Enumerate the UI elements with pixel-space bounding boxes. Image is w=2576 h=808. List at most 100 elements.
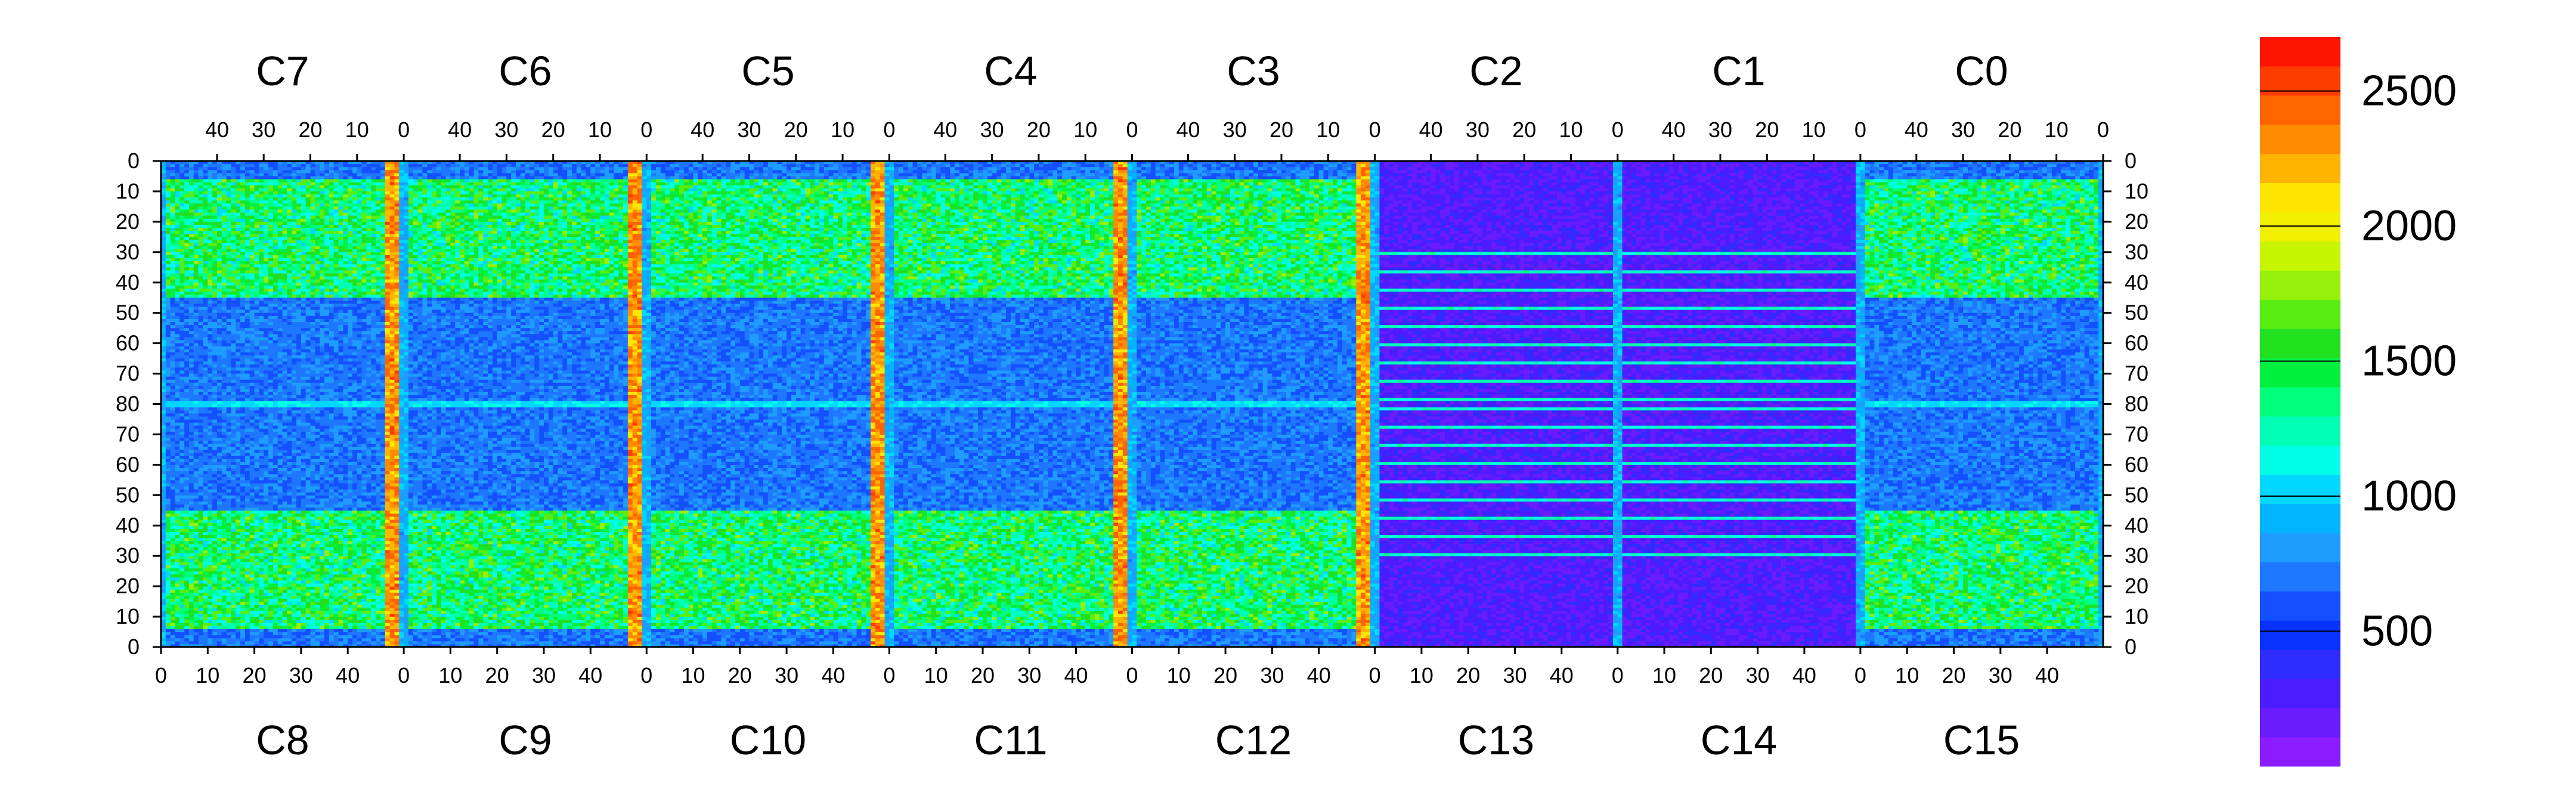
heatmap-cell xyxy=(222,170,227,174)
heatmap-cell xyxy=(227,188,231,192)
heatmap-cell xyxy=(217,447,222,450)
heatmap-cell xyxy=(171,562,175,565)
heatmap-cell xyxy=(179,286,184,289)
heatmap-cell xyxy=(212,431,217,435)
heatmap-cell xyxy=(212,340,217,344)
heatmap-cell xyxy=(227,626,231,629)
heatmap-cell xyxy=(208,419,212,423)
heatmap-cell xyxy=(203,295,208,298)
heatmap-cell xyxy=(199,258,203,262)
heatmap-cell xyxy=(199,301,203,304)
heatmap-cell xyxy=(189,407,194,411)
heatmap-cell xyxy=(179,541,184,544)
heatmap-cell xyxy=(203,322,208,326)
heatmap-cell xyxy=(171,286,175,289)
heatmap-cell xyxy=(194,206,199,210)
heatmap-cell xyxy=(227,334,231,338)
heatmap-cell xyxy=(208,431,212,435)
heatmap-cell xyxy=(222,483,227,487)
heatmap-cell xyxy=(217,231,222,234)
heatmap-cell xyxy=(184,592,189,596)
heatmap-cell xyxy=(227,434,231,438)
heatmap-cell xyxy=(199,194,203,198)
heatmap-cell xyxy=(212,447,217,450)
heatmap-cell xyxy=(199,273,203,277)
heatmap-cell xyxy=(184,176,189,179)
heatmap-cell xyxy=(171,407,175,411)
heatmap-cell xyxy=(222,191,227,195)
heatmap-cell xyxy=(217,474,222,478)
heatmap-cell xyxy=(166,252,171,256)
heatmap-cell xyxy=(175,392,179,395)
heatmap-cell xyxy=(222,219,227,222)
heatmap-cell xyxy=(208,358,212,362)
heatmap-cell xyxy=(171,580,175,584)
heatmap-cell xyxy=(199,495,203,499)
heatmap-cell xyxy=(212,480,217,484)
heatmap-cell xyxy=(171,444,175,447)
heatmap-cell xyxy=(203,459,208,462)
heatmap-cell xyxy=(175,525,179,529)
heatmap-cell xyxy=(217,167,222,171)
heatmap-cell xyxy=(194,197,199,201)
heatmap-cell xyxy=(184,605,189,608)
heatmap-cell xyxy=(171,383,175,386)
heatmap-cell xyxy=(203,273,208,277)
heatmap-cell xyxy=(212,528,217,532)
heatmap-cell xyxy=(203,626,208,629)
heatmap-cell xyxy=(175,489,179,493)
heatmap-cell xyxy=(166,191,171,195)
heatmap-cell xyxy=(194,492,199,496)
heatmap-cell xyxy=(194,571,199,575)
heatmap-cell xyxy=(203,513,208,517)
heatmap-cell xyxy=(184,583,189,587)
heatmap-cell xyxy=(222,583,227,587)
heatmap-cell xyxy=(222,501,227,505)
heatmap-cell xyxy=(184,410,189,414)
heatmap-cell xyxy=(171,516,175,520)
heatmap-cell xyxy=(175,304,179,307)
heatmap-cell xyxy=(184,574,189,578)
heatmap-cell xyxy=(194,219,199,222)
heatmap-cell xyxy=(199,602,203,605)
heatmap-cell xyxy=(171,623,175,626)
heatmap-cell xyxy=(184,404,189,408)
heatmap-cell xyxy=(189,167,194,171)
heatmap-cell xyxy=(189,349,194,353)
heatmap-cell xyxy=(179,495,184,499)
bottom-chip-labels: C8 C9 C10 C11 C12 C13 C14 C15 xyxy=(256,717,2020,763)
heatmap-cell xyxy=(189,283,194,286)
heatmap-cell xyxy=(227,191,231,195)
heatmap-cell xyxy=(189,389,194,392)
heatmap-cell xyxy=(189,586,194,590)
heatmap-cell xyxy=(208,504,212,508)
heatmap-cell xyxy=(179,565,184,568)
heatmap-cell xyxy=(166,538,171,541)
heatmap-cell xyxy=(166,292,171,295)
heatmap-cell xyxy=(194,277,199,280)
heatmap-cell xyxy=(175,425,179,429)
heatmap-cell xyxy=(208,641,212,645)
heatmap-cell xyxy=(227,544,231,547)
heatmap-cell xyxy=(203,370,208,374)
heatmap-cell xyxy=(194,471,199,475)
heatmap-cell xyxy=(227,574,231,578)
heatmap-cell xyxy=(166,200,171,204)
heatmap-cell xyxy=(212,453,217,456)
heatmap-cell xyxy=(222,289,227,292)
heatmap-cell xyxy=(212,592,217,596)
heatmap-cell xyxy=(222,595,227,599)
heatmap-cell xyxy=(189,565,194,568)
heatmap-cell xyxy=(217,194,222,198)
heatmap-cell xyxy=(212,203,217,207)
heatmap-cell xyxy=(166,474,171,478)
heatmap-cell xyxy=(166,522,171,526)
heatmap-cell xyxy=(166,428,171,432)
heatmap-cell xyxy=(208,322,212,326)
heatmap-cell xyxy=(184,325,189,329)
heatmap-cell xyxy=(171,577,175,581)
heatmap-cell xyxy=(184,219,189,222)
heatmap-cell xyxy=(208,246,212,250)
heatmap-cell xyxy=(179,319,184,323)
heatmap-cell xyxy=(175,185,179,189)
